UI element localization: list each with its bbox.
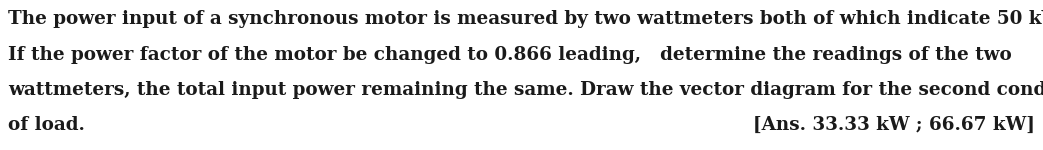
Text: of load.: of load. xyxy=(8,116,86,134)
Text: The power input of a synchronous motor is measured by two wattmeters both of whi: The power input of a synchronous motor i… xyxy=(8,11,1043,28)
Text: If the power factor of the motor be changed to 0.866 leading,   determine the re: If the power factor of the motor be chan… xyxy=(8,46,1012,64)
Text: wattmeters, the total input power remaining the same. Draw the vector diagram fo: wattmeters, the total input power remain… xyxy=(8,81,1043,99)
Text: [Ans. 33.33 kW ; 66.67 kW]: [Ans. 33.33 kW ; 66.67 kW] xyxy=(753,116,1035,134)
